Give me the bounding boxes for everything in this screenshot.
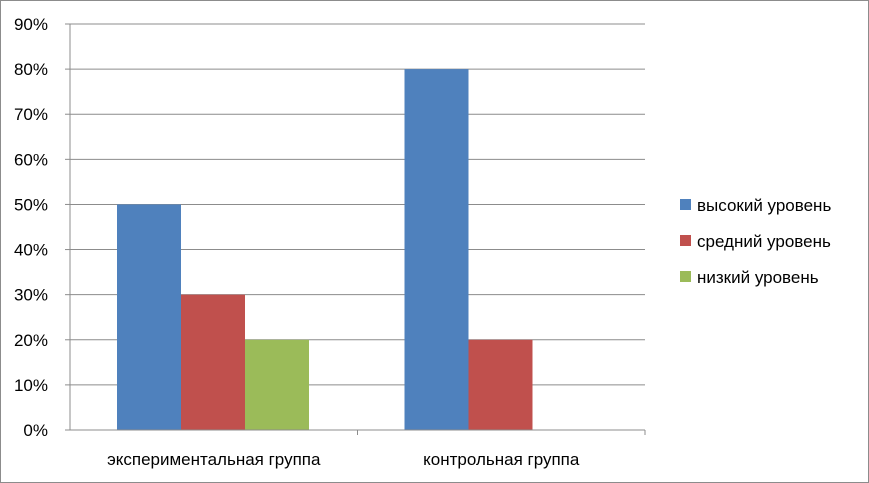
y-tick-label: 40% (14, 241, 48, 260)
legend-swatch (680, 235, 691, 246)
y-tick-label: 30% (14, 286, 48, 305)
bar (404, 69, 469, 430)
bars (117, 69, 533, 430)
x-category-labels: экспериментальная группа контрольная груп… (107, 450, 580, 469)
bar (468, 339, 533, 430)
y-tick-label: 90% (14, 15, 48, 34)
bar (181, 294, 245, 430)
y-tick-label: 80% (14, 60, 48, 79)
y-tick-label: 70% (14, 105, 48, 124)
y-tick-labels: 0% 10% 20% 30% 40% 50% 60% 70% 80% 90% (14, 15, 48, 440)
bar (245, 339, 309, 430)
y-tick-label: 60% (14, 150, 48, 169)
legend-label: средний уровень (697, 232, 831, 251)
legend-label: низкий уровень (697, 268, 819, 287)
legend-label: высокий уровень (697, 196, 831, 215)
y-tick-label: 10% (14, 376, 48, 395)
legend-swatch (680, 271, 691, 282)
legend: высокий уровень средний уровень низкий уро… (680, 196, 831, 287)
legend-swatch (680, 199, 691, 210)
x-category-label: контрольная группа (423, 450, 580, 469)
y-tick-label: 50% (14, 195, 48, 214)
axes (65, 23, 646, 435)
y-tick-label: 0% (23, 421, 48, 440)
x-category-label: экспериментальная группа (107, 450, 321, 469)
bar (117, 204, 181, 430)
y-tick-label: 20% (14, 331, 48, 350)
